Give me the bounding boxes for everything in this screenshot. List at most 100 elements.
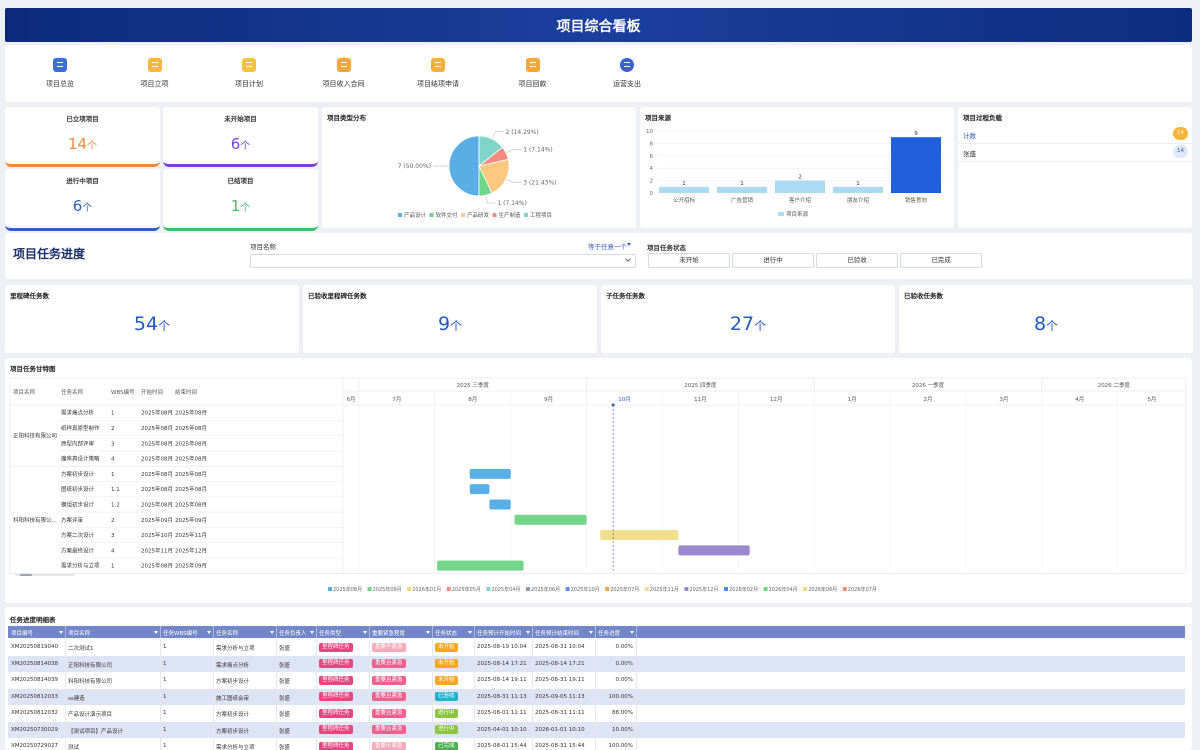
gantt-bar: [600, 530, 679, 541]
table-cell: 1: [163, 660, 167, 667]
gantt-cell: 方案最终设计: [61, 546, 95, 554]
stat-unit: 个: [158, 319, 171, 333]
cell-divider: [316, 688, 317, 705]
pie-slice: [448, 135, 480, 197]
stat-card: 子任务任务数 27个: [601, 285, 895, 353]
pie-leader: [506, 179, 522, 183]
table-cell: 2025-08-14 17:21: [477, 660, 527, 667]
bar: [659, 186, 709, 193]
table-badge: 未开始: [435, 659, 458, 668]
table-cell: 张盛: [279, 646, 291, 652]
table-cell: 1: [163, 644, 167, 650]
column-header: 任务名称: [216, 631, 239, 637]
column-header: 任务负责人: [279, 631, 307, 637]
table-badge: 重要不紧急: [372, 642, 406, 652]
table-cell: 【测试项目】产品设计: [68, 728, 124, 735]
cell-divider: [316, 655, 317, 672]
nav-item[interactable]: 项目计划: [209, 45, 289, 102]
kpi-title: 已结项目: [227, 177, 254, 185]
month-label: 3月: [999, 396, 1008, 403]
pie-value-label: 7 (50.00%): [398, 163, 431, 170]
gantt-column-header: 项目名称: [13, 388, 36, 396]
nav-item[interactable]: 项目回款: [493, 45, 573, 102]
legend-label: 产品研发: [467, 211, 490, 219]
filter-operator[interactable]: 等于任意一个: [588, 243, 627, 251]
cell-divider: [595, 655, 596, 672]
stat-unit: 个: [754, 319, 767, 333]
table-cell: 2025-08-31 19:11: [535, 677, 585, 683]
cell-divider: [160, 672, 161, 689]
y-tick-label: 6: [650, 154, 654, 160]
y-tick-label: 0: [650, 191, 654, 197]
nav-item[interactable]: 项目总览: [20, 45, 100, 102]
column-divider: [432, 626, 433, 638]
table-badge: 重要且紧急: [372, 725, 406, 734]
legend-label: 2025年06月: [531, 586, 560, 593]
cell-divider: [474, 688, 475, 705]
table-badge: 重要且紧急: [372, 659, 406, 668]
nav-icon-glyph: [151, 62, 158, 67]
table-cell: 张盛: [279, 745, 291, 750]
filter-select[interactable]: [250, 254, 636, 268]
status-button[interactable]: 已验收: [816, 253, 898, 268]
table-cell: 2025-08-01 15:44: [477, 743, 527, 749]
column-divider: [65, 626, 66, 638]
cell-divider: [532, 705, 533, 722]
legend-swatch: [842, 587, 847, 591]
cell-divider: [160, 738, 161, 750]
cell-divider: [595, 738, 596, 750]
gantt-cell: 图纸初步设计: [61, 485, 95, 493]
status-button[interactable]: 未开始: [648, 253, 730, 268]
legend-label: 工程项目: [530, 211, 552, 219]
pie-leader: [485, 196, 496, 204]
month-label: 4月: [1075, 396, 1084, 403]
nav-item[interactable]: 项目立项: [115, 45, 195, 102]
legend-label: 2025年05月: [452, 586, 481, 593]
pie-chart: 7 (50.00%) 1 (7.14%) 3 (21.43%) 1 (7.14%) 2 …: [398, 129, 557, 219]
legend-swatch: [461, 213, 465, 217]
status-button[interactable]: 进行中: [732, 253, 814, 268]
column-divider: [213, 626, 214, 638]
table-cell: 正阳科技有限公司: [68, 662, 113, 669]
cell-divider: [474, 639, 475, 656]
month-label: 11月: [694, 396, 707, 403]
legend-swatch: [486, 587, 491, 591]
column-header: 任务状态: [435, 631, 458, 637]
cell-divider: [636, 721, 637, 738]
status-button[interactable]: 已完成: [900, 253, 982, 268]
status-label: 项目任务状态: [647, 244, 686, 252]
stat-value: 27个: [601, 313, 895, 335]
y-tick-label: 10: [646, 129, 653, 135]
month-label: 10月: [618, 396, 631, 403]
progress-filter: 项目任务进度 项目名称 等于任意一个 项目任务状态 未开始 进行中 已验收 已完成: [5, 233, 1192, 279]
legend-label: 2025年10月: [571, 586, 600, 593]
kpi-number: 14: [67, 135, 88, 153]
pie-value-label: 1 (7.14%): [523, 147, 552, 154]
gantt-cell: 2: [111, 426, 115, 432]
gantt-cell: 3: [111, 441, 115, 447]
x-tick-label: 销售意向: [905, 196, 927, 204]
legend-label: 2026年06月: [808, 586, 837, 593]
cell-divider: [532, 655, 533, 672]
cell-divider: [432, 639, 433, 656]
gantt-cell: 2025年08月: [141, 485, 173, 493]
month-label: 7月: [392, 396, 401, 403]
stat-number: 54: [133, 313, 159, 335]
table-cell: 0.00%: [615, 677, 633, 683]
table-cell: ss建造: [68, 695, 85, 702]
nav-item[interactable]: 运营支出: [587, 45, 667, 102]
sort-icon: [207, 631, 211, 636]
stat-unit: 个: [450, 319, 463, 333]
gantt-cell: 4: [111, 548, 115, 554]
table-cell: 2025-09-05 11:13: [535, 693, 585, 700]
table-badge: 进行中: [435, 725, 458, 734]
cell-divider: [160, 655, 161, 672]
nav-item[interactable]: 项目结项申请: [398, 45, 478, 102]
kpi-unit: 个: [240, 203, 251, 214]
nav-icon-glyph: [435, 62, 441, 67]
nav-item[interactable]: 项目收入合同: [304, 45, 384, 102]
gantt-cell: 撞库真设计策略: [61, 455, 100, 463]
table-badge: 已验收: [435, 692, 458, 701]
cell-divider: [369, 705, 370, 722]
nav-icon-glyph: [624, 62, 630, 67]
